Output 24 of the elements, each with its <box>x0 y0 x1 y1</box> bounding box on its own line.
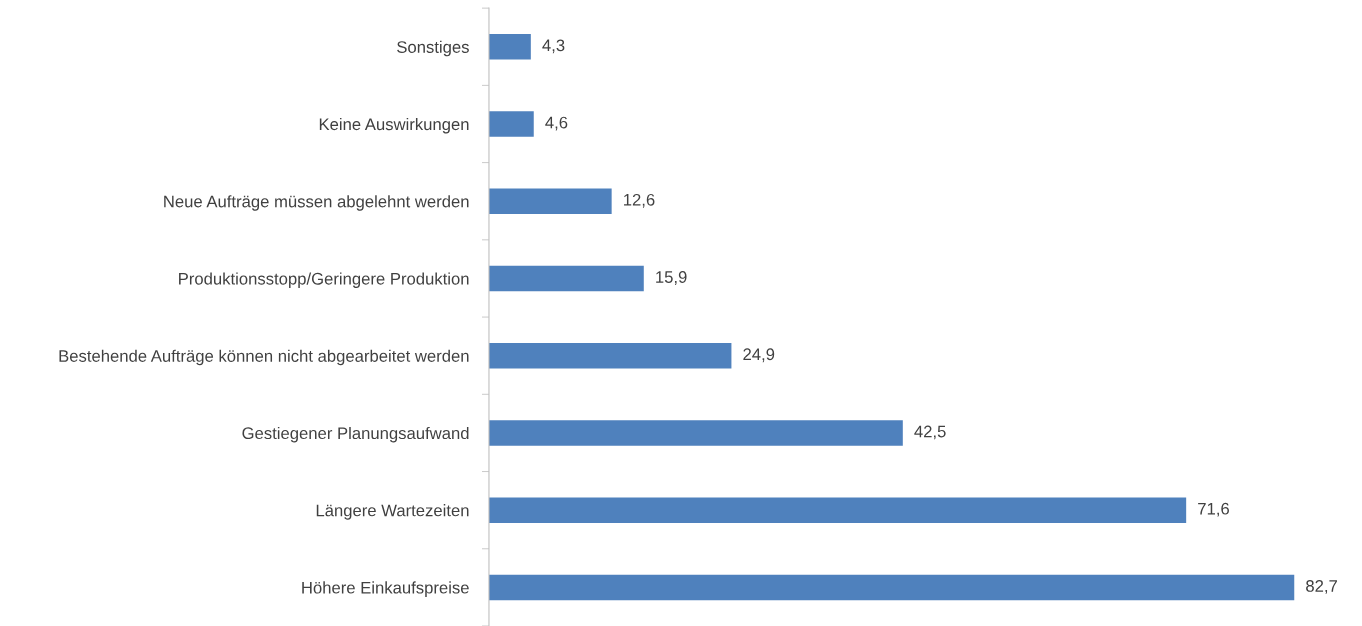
y-tick-label: Sonstiges <box>397 40 469 57</box>
data-label: 24,9 <box>743 348 775 363</box>
bar <box>488 342 732 369</box>
bar <box>488 265 644 292</box>
bar <box>488 34 531 60</box>
y-tick-label: Keine Auswirkungen <box>319 117 469 134</box>
bar <box>488 188 612 214</box>
bar <box>488 574 1295 601</box>
bar <box>488 420 903 446</box>
y-tick-label: Neue Aufträge müssen abgelehnt werden <box>164 195 469 211</box>
data-label: 71,6 <box>1198 502 1229 517</box>
y-tick-label: Produktionsstopp/Geringere Produktion <box>179 272 469 288</box>
y-tick-label: Bestehende Aufträge können nicht abgearbeitet werden <box>59 349 469 366</box>
data-label: 4,6 <box>545 116 568 131</box>
data-label: 82,7 <box>1306 580 1337 594</box>
y-tick-label: Höhere Einkaufspreise <box>302 581 469 597</box>
y-tick-label: Gestiegener Planungsaufwand <box>242 426 469 443</box>
y-tick-label: Längere Wartezeiten <box>316 504 469 520</box>
data-label: 42,5 <box>914 425 946 440</box>
bar <box>488 111 534 137</box>
data-label: 4,3 <box>542 39 565 54</box>
bar <box>488 497 1187 523</box>
data-label: 12,6 <box>624 193 655 208</box>
data-label: 15,9 <box>656 271 687 285</box>
